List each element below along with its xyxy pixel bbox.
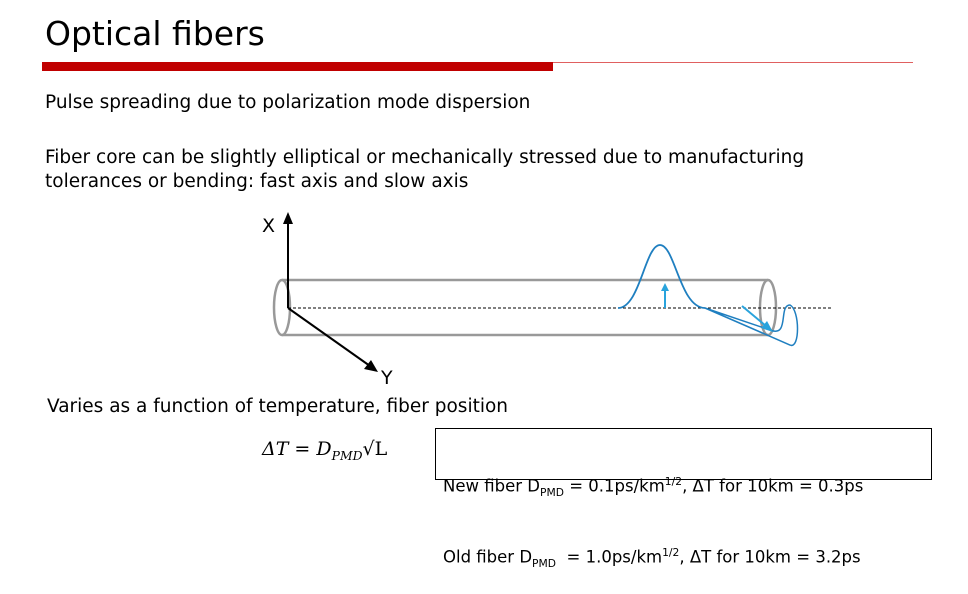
title-bar [42, 62, 553, 71]
axis-label: X [262, 215, 275, 237]
y-pulse [704, 304, 799, 346]
arrowhead [661, 283, 669, 291]
box-line: New fiber DPMD = 0.1ps/km1/2, ΔT for 10k… [443, 471, 931, 504]
box-line: Old fiber DPMD = 1.0ps/km1/2, ΔT for 10k… [443, 542, 931, 575]
superscript: 1/2 [664, 475, 683, 488]
formula: ΔT = DPMD√L [262, 438, 387, 463]
diagram: X Y [42, 62, 913, 389]
text: , ΔT for 10km = 0.3ps [682, 476, 864, 496]
superscript: 1/2 [662, 545, 680, 559]
text: = 1.0ps/km [556, 547, 663, 567]
slide: Optical fibers X Y Pulse spreading due t… [42, 14, 932, 570]
text-line: tolerances or bending: fast axis and slo… [45, 171, 469, 192]
formula-text: √L [362, 438, 388, 460]
polarization-arrow [741, 305, 767, 327]
fiber-body [282, 278, 768, 337]
x-pulse [617, 244, 706, 309]
slide-title: Optical fibers [45, 14, 265, 53]
text: , ΔT for 10km = 3.2ps [679, 547, 861, 567]
note: Varies as a function of temperature, fib… [47, 396, 509, 417]
paragraph: Pulse spreading due to polarization mode… [45, 92, 530, 113]
subscript: PMD [532, 556, 557, 570]
formula-text: ΔT = D [262, 438, 332, 460]
subscript: PMD [331, 448, 363, 463]
text: = 0.1ps/km [563, 476, 665, 496]
subscript: PMD [540, 485, 564, 499]
paragraph: Fiber core can be slightly elliptical or… [45, 146, 804, 194]
text: New fiber D [443, 476, 540, 496]
text-line: Fiber core can be slightly elliptical or… [45, 147, 805, 168]
arrowhead [283, 212, 293, 224]
axis-label: Y [380, 367, 393, 389]
text: Old fiber D [443, 547, 533, 567]
arrowhead [761, 321, 773, 332]
text-line: Pulse spreading due to polarization mode… [45, 92, 531, 113]
arrowhead [364, 360, 378, 372]
info-box: New fiber DPMD = 0.1ps/km1/2, ΔT for 10k… [435, 428, 932, 570]
y-axis [287, 307, 371, 367]
